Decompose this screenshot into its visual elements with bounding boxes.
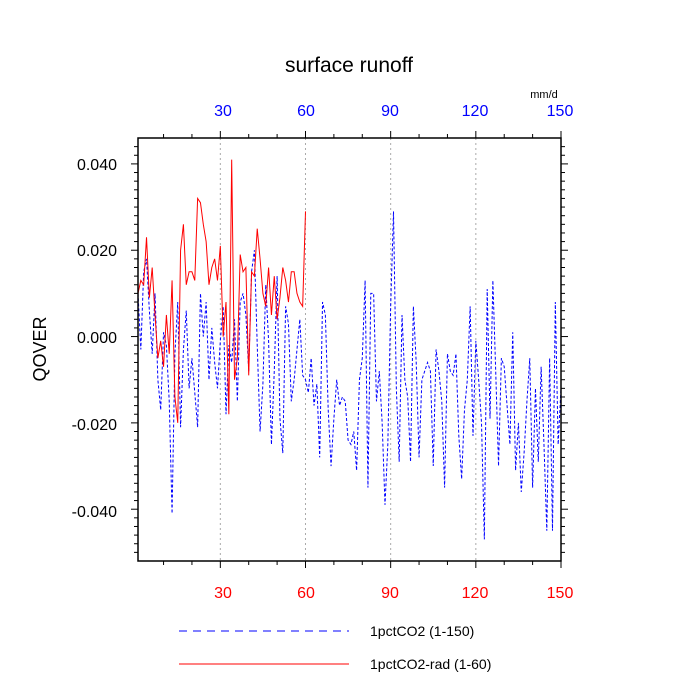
y-tick-label: 0.020 [77, 243, 117, 260]
top-x-tick-label: 30 [214, 103, 232, 120]
top-x-tick-label: 150 [547, 103, 574, 120]
y-axis-label: QOVER [30, 316, 50, 381]
bottom-x-tick-label: 150 [547, 585, 574, 602]
series-line-1pctco2 [137, 211, 562, 540]
top-x-tick-labels: 30 60 90 120 150 [214, 103, 573, 120]
bottom-x-tick-label: 30 [214, 585, 232, 602]
chart-title: surface runoff [285, 54, 413, 77]
y-tick-label: -0.040 [72, 504, 117, 521]
top-x-tick-label: 60 [297, 103, 315, 120]
bottom-x-tick-label: 90 [381, 585, 399, 602]
grid-lines [219, 138, 477, 561]
units-label: mm/d [530, 89, 558, 101]
y-tick-label: -0.020 [72, 417, 117, 434]
axis-ticks [131, 131, 568, 568]
legend-label-1pctco2-rad: 1pctCO2-rad (1-60) [370, 656, 491, 672]
top-x-tick-label: 90 [381, 103, 399, 120]
legend-label-1pctco2: 1pctCO2 (1-150) [370, 623, 474, 639]
y-tick-label: 0.040 [77, 157, 117, 174]
bottom-x-tick-label: 60 [297, 585, 315, 602]
plot-frame [137, 137, 562, 562]
top-x-tick-label: 120 [462, 103, 489, 120]
bottom-x-tick-label: 120 [462, 585, 489, 602]
y-tick-labels: 0.040 0.020 0.000 -0.020 -0.040 [72, 157, 117, 521]
series-line-1pctco2-rad [137, 159, 306, 423]
series-layer [137, 159, 562, 540]
legend: 1pctCO2 (1-150) 1pctCO2-rad (1-60) [179, 623, 491, 672]
y-tick-label: 0.000 [77, 330, 117, 347]
bottom-x-tick-labels: 30 60 90 120 150 [214, 585, 573, 602]
